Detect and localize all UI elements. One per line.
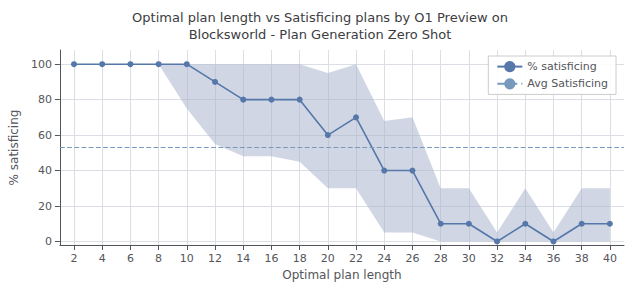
svg-text:12: 12 <box>208 252 222 265</box>
svg-text:6: 6 <box>127 252 134 265</box>
svg-text:24: 24 <box>377 252 391 265</box>
svg-text:20: 20 <box>38 200 52 213</box>
svg-text:34: 34 <box>518 252 532 265</box>
svg-text:28: 28 <box>434 252 448 265</box>
svg-text:60: 60 <box>38 129 52 142</box>
svg-text:100: 100 <box>31 58 52 71</box>
svg-text:32: 32 <box>490 252 504 265</box>
svg-text:Optimal plan length: Optimal plan length <box>282 268 401 282</box>
svg-text:20: 20 <box>321 252 335 265</box>
svg-text:40: 40 <box>603 252 617 265</box>
svg-text:38: 38 <box>575 252 589 265</box>
svg-text:22: 22 <box>349 252 363 265</box>
svg-text:0: 0 <box>45 235 52 248</box>
svg-text:% satisficing: % satisficing <box>7 110 21 186</box>
svg-text:16: 16 <box>264 252 278 265</box>
svg-text:% satisficing: % satisficing <box>527 60 597 73</box>
svg-text:Optimal plan length vs Satisfi: Optimal plan length vs Satisficing plans… <box>132 10 508 25</box>
svg-text:36: 36 <box>546 252 560 265</box>
svg-text:18: 18 <box>293 252 307 265</box>
svg-text:4: 4 <box>99 252 106 265</box>
svg-text:Avg Satisficing: Avg Satisficing <box>527 77 608 90</box>
svg-text:2: 2 <box>70 252 77 265</box>
svg-text:30: 30 <box>462 252 476 265</box>
svg-text:26: 26 <box>405 252 419 265</box>
svg-text:8: 8 <box>155 252 162 265</box>
svg-text:40: 40 <box>38 164 52 177</box>
svg-text:14: 14 <box>236 252 250 265</box>
svg-text:80: 80 <box>38 93 52 106</box>
svg-text:10: 10 <box>180 252 194 265</box>
svg-text:Blocksworld - Plan Generation: Blocksworld - Plan Generation Zero Shot <box>189 27 452 42</box>
